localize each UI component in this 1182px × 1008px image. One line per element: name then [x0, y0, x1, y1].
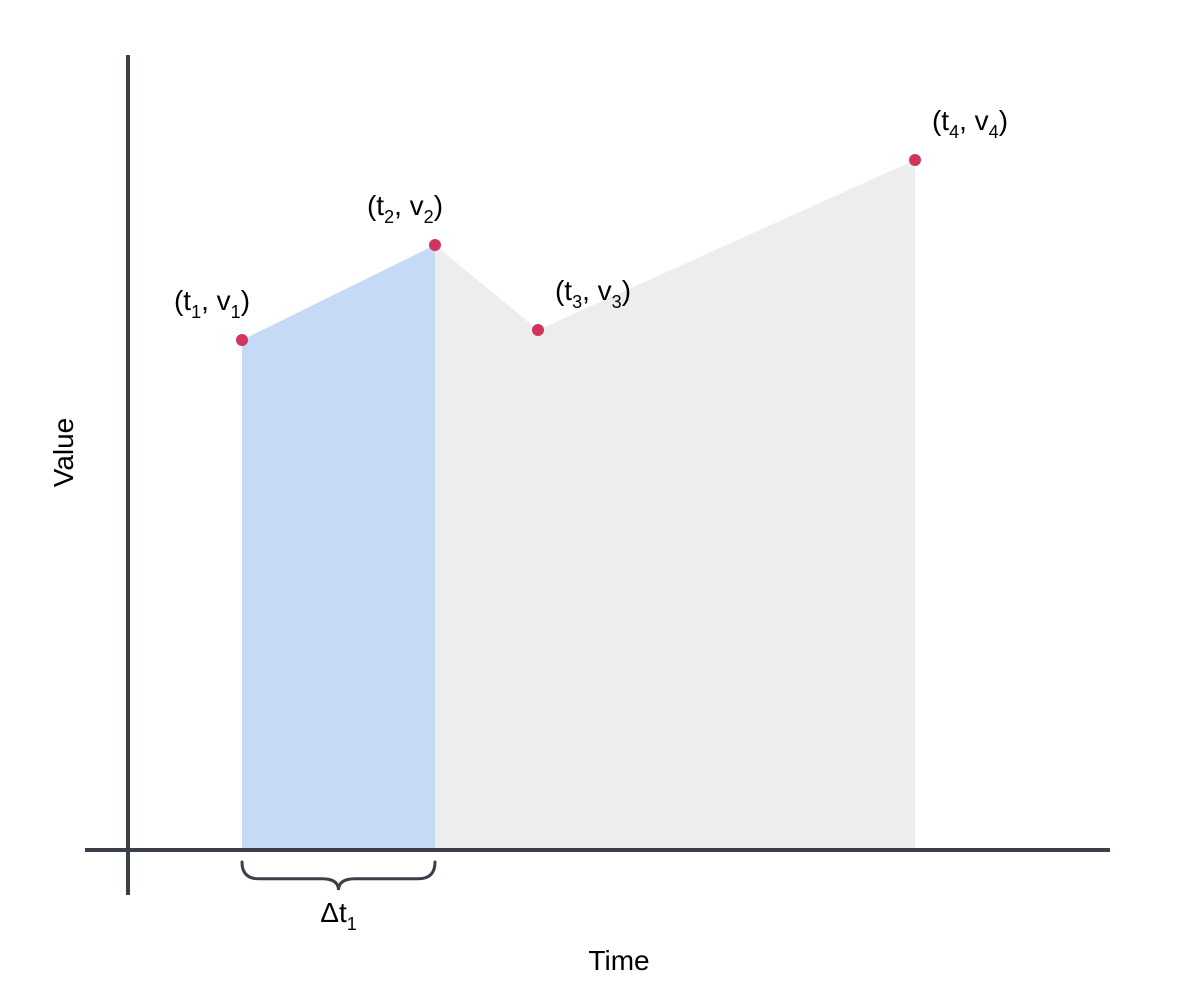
- delta-t-label: Δt1: [320, 897, 357, 934]
- delta-t-brace: [242, 862, 435, 890]
- data-point-3: [532, 324, 544, 336]
- area-fills: [242, 160, 915, 850]
- data-point-2: [429, 239, 441, 251]
- chart-container: (t1, v1) (t2, v2) (t3, v3) (t4, v4) Time…: [0, 0, 1182, 1008]
- point-label-2: (t2, v2): [367, 190, 443, 227]
- y-axis-label: Value: [48, 418, 79, 488]
- data-point-1: [236, 334, 248, 346]
- brace-path: [242, 862, 435, 890]
- point-label-1: (t1, v1): [174, 285, 250, 322]
- chart-svg: (t1, v1) (t2, v2) (t3, v3) (t4, v4) Time…: [0, 0, 1182, 1008]
- point-label-4: (t4, v4): [932, 105, 1008, 142]
- area-rest-area: [435, 160, 915, 850]
- x-axis-label: Time: [588, 945, 649, 976]
- area-highlight-trapezoid: [242, 245, 435, 850]
- data-point-4: [909, 154, 921, 166]
